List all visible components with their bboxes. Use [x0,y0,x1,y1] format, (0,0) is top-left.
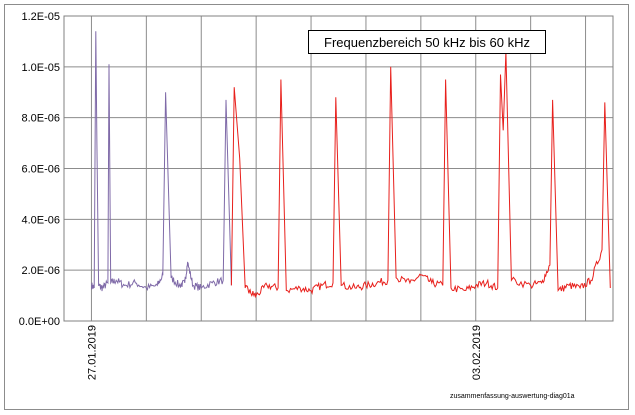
series-line-2 [230,51,611,299]
series-layer [91,31,611,299]
chart-annotation-box: Frequenzbereich 50 kHz bis 60 kHz [308,30,546,54]
chart-footnote: zusammenfassung-auswertung-diag01a [450,393,575,400]
series-line-1 [91,31,232,292]
y-tick-label: 6.0E-06 [21,164,60,176]
chart-annotation-text: Frequenzbereich 50 kHz bis 60 kHz [324,34,530,50]
y-tick-label: 1.0E-05 [21,62,60,74]
y-tick-label: 4.0E-06 [21,214,60,226]
x-tick-label: 27.01.2019 [86,325,98,380]
plot-area-border [63,15,614,322]
y-tick-label: 8.0E-06 [21,113,60,125]
y-tick-label: 0.0E+00 [19,316,60,328]
y-tick-label: 2.0E-06 [21,265,60,277]
x-tick-label: 03.02.2019 [471,325,483,380]
grid-layer [64,15,613,322]
axis-layer: 0.0E+00 2.0E-06 4.0E-06 6.0E-06 8.0E-06 1.0E-… [19,11,614,380]
y-tick-label: 1.2E-05 [21,11,60,23]
